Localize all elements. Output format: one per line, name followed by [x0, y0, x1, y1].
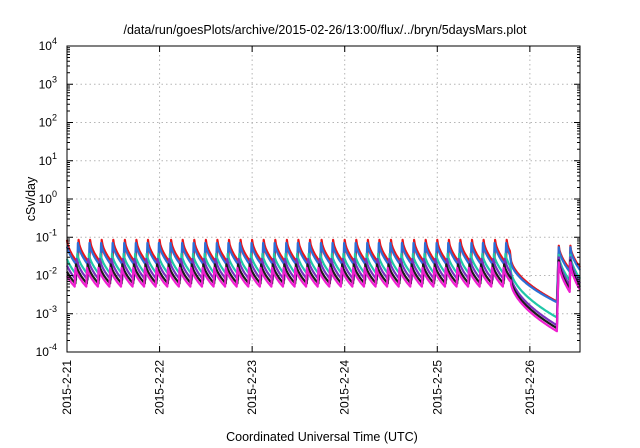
- y-tick-label: 100: [39, 189, 57, 206]
- y-tick-label: 104: [39, 36, 57, 53]
- series-line-2: [65, 241, 581, 304]
- y-tick-label: 102: [39, 113, 57, 130]
- series-line-3: [65, 252, 581, 319]
- x-tick-label: 2015-2-26: [523, 360, 537, 415]
- grid: [66, 46, 580, 352]
- series-line-5: [66, 259, 581, 330]
- x-tick-label: 2015-2-22: [153, 360, 167, 415]
- y-tick-label: 10-1: [36, 227, 57, 244]
- series-layer: [65, 238, 581, 333]
- y-tick-label: 10-4: [36, 342, 57, 359]
- x-tick-label: 2015-2-24: [338, 360, 352, 415]
- x-tick-label: 2015-2-23: [245, 360, 259, 415]
- y-tick-label: 10-3: [36, 304, 57, 321]
- y-tick-label: 10-2: [36, 266, 57, 283]
- x-tick-label: 2015-2-21: [60, 360, 74, 415]
- y-tick-label: 101: [39, 151, 57, 168]
- x-axis-label: Coordinated Universal Time (UTC): [226, 430, 418, 444]
- series-line-4: [65, 256, 581, 327]
- x-ticks: 2015-2-21 2015-2-22 2015-2-23 2015-2-24 2015…: [60, 46, 537, 415]
- y-ticks: 10-4 10-3 10-2 10-1 100 101 102 103 104: [36, 36, 580, 359]
- y-tick-label: 103: [39, 74, 57, 91]
- chart-title: /data/run/goesPlots/archive/2015-02-26/1…: [123, 23, 527, 37]
- x-tick-label: 2015-2-25: [430, 360, 444, 415]
- series-line-6: [66, 261, 581, 333]
- y-axis-label: cSv/day: [24, 176, 38, 221]
